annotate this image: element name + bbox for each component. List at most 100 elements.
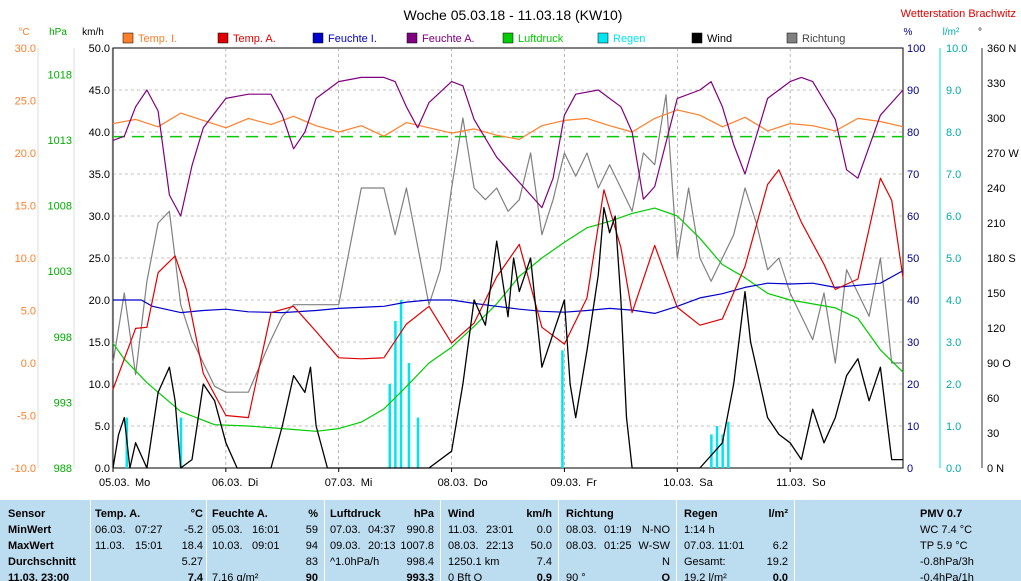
temp-min-date: 06.03. [95, 524, 126, 536]
temp-tick-label: 30.0 [15, 43, 36, 55]
pressure-max-date: 09.03. [330, 540, 361, 552]
rain-tick-label: 6.0 [946, 211, 961, 223]
temp-min-time: 07:27 [135, 524, 163, 536]
chart-title: Woche 05.03.18 - 11.03.18 (KW10) [404, 7, 623, 23]
temp-max-value: 18.4 [181, 540, 203, 552]
rain-bar [561, 350, 564, 468]
direction-tick-label: 240 [987, 183, 1005, 195]
rain-period: 19.2 l/m² [684, 572, 727, 581]
humidity-tick-label: 60 [907, 211, 919, 223]
direction-tick-label: 30 [987, 428, 999, 440]
humidity-outdoor-line [112, 76, 904, 217]
rain-tick-label: 9.0 [946, 85, 961, 97]
temp-tick-label: 25.0 [15, 96, 36, 108]
separator [558, 500, 559, 581]
wind-tick-label: 5.0 [95, 421, 110, 433]
direction-min-date: 08.03. [566, 524, 597, 536]
x-tick-day: So [812, 477, 825, 489]
direction-tick-label: 60 [987, 393, 999, 405]
legend-label: Regen [613, 33, 645, 45]
sensor-row-min: MinWert [8, 524, 52, 536]
wind-tick-label: 10.0 [89, 379, 110, 391]
rain-tick-label: 10.0 [946, 43, 967, 55]
legend-label: Temp. A. [233, 33, 276, 45]
pressure-tick-label: 993 [54, 397, 72, 409]
pmv-header: PMV 0.7 [920, 508, 963, 520]
wind-min-date: 11.03. [448, 524, 478, 536]
humidity-tick-label: 0 [907, 463, 913, 475]
rain-total-label: Gesamt: [684, 556, 726, 568]
humidity-header: Feuchte A. [212, 508, 268, 520]
legend-label: Feuchte I. [328, 33, 377, 45]
direction-max-time: 01:25 [604, 540, 632, 552]
pressure-min-date: 07.03. [330, 524, 361, 536]
legend-label: Feuchte A. [422, 33, 475, 45]
direction-min-value: N-NO [641, 524, 670, 536]
direction-unit-label: ° [978, 27, 982, 38]
pmv-trend-1h: -0.4hPa/1h [920, 572, 974, 581]
direction-tick-label: 150 [987, 288, 1005, 300]
sensor-row-max: MaxWert [8, 540, 54, 552]
legend-swatch [312, 32, 324, 44]
direction-tick-label: 120 [987, 323, 1005, 335]
x-tick-date: 06.03. [212, 477, 243, 489]
humidity-tick-label: 90 [907, 85, 919, 97]
sensor-header: Sensor [8, 508, 46, 520]
rain-bar [727, 421, 730, 468]
wind-max-time: 22:13 [486, 540, 514, 552]
wind-tick-label: 35.0 [89, 169, 110, 181]
temp-tick-label: 5.0 [21, 306, 36, 318]
sensor-row-avg: Durchschnitt [8, 556, 76, 568]
pressure-unit-label: hPa [49, 27, 67, 38]
pressure-max-value: 1007.8 [400, 540, 434, 552]
rain-tick-label: 4.0 [946, 295, 961, 307]
humidity-min-date: 05.03. [212, 524, 243, 536]
x-tick-date: 09.03. [550, 477, 581, 489]
temp-avg-value: 5.27 [181, 556, 203, 568]
temp-tick-label: 20.0 [15, 148, 36, 160]
legend: Temp. I. Temp. A. Feuchte I. Feuchte A. Luft… [122, 32, 845, 45]
direction-tick-label: 90 O [987, 358, 1011, 370]
direction-tick-label: 210 [987, 218, 1005, 230]
direction-tick-label: 270 W [987, 148, 1019, 160]
humidity-tick-label: 20 [907, 379, 919, 391]
axis-ticks: 30.0 25.0 20.0 15.0 10.0 5.0 0.0 -5.0 -10.0 1018 1… [11, 43, 1019, 475]
separator [440, 500, 441, 581]
rain-bar [416, 417, 420, 468]
station-name: Wetterstation Brachwitz [901, 8, 1016, 20]
legend-swatch [786, 32, 798, 44]
direction-avg-value: N [662, 556, 670, 568]
pressure-max-time: 20:13 [368, 540, 396, 552]
x-tick-date: 05.03. [99, 477, 130, 489]
legend-swatch [597, 32, 609, 44]
legend-swatch [217, 32, 229, 44]
rain-bar [394, 321, 397, 468]
wind-min-value: 0.0 [536, 524, 552, 536]
rain-bar [179, 417, 183, 468]
separator [676, 500, 677, 581]
humidity-tick-label: 80 [907, 127, 919, 139]
wind-beaufort: 0 Bft O [448, 572, 483, 581]
rain-tick-label: 5.0 [946, 253, 961, 265]
rain-tick-label: 3.0 [946, 337, 961, 349]
direction-max-date: 08.03. [566, 540, 597, 552]
rain-max-value: 6.2 [772, 540, 788, 552]
plot-area [112, 47, 904, 469]
weather-chart: Woche 05.03.18 - 11.03.18 (KW10) Wetters… [11, 7, 1019, 489]
direction-tick-label: 0 N [987, 463, 1004, 475]
rain-max-datetime: 07.03. 11:01 [684, 540, 745, 552]
humidity-max-value: 94 [305, 540, 318, 552]
humidity-tick-label: 100 [907, 43, 925, 55]
temp-tick-label: -10.0 [11, 463, 36, 475]
x-tick-day: Fr [586, 477, 597, 489]
legend-swatch [122, 32, 134, 44]
direction-header: Richtung [566, 508, 614, 520]
rain-bar [407, 363, 411, 468]
pressure-header: Luftdruck [330, 508, 381, 520]
pmv-trend-3h: -0.8hPa/3h [920, 556, 974, 568]
wind-unit: km/h [526, 508, 552, 520]
x-tick-date: 07.03. [325, 477, 356, 489]
direction-line [112, 94, 903, 393]
direction-current-value: O [661, 572, 670, 581]
legend-swatch [406, 32, 418, 44]
